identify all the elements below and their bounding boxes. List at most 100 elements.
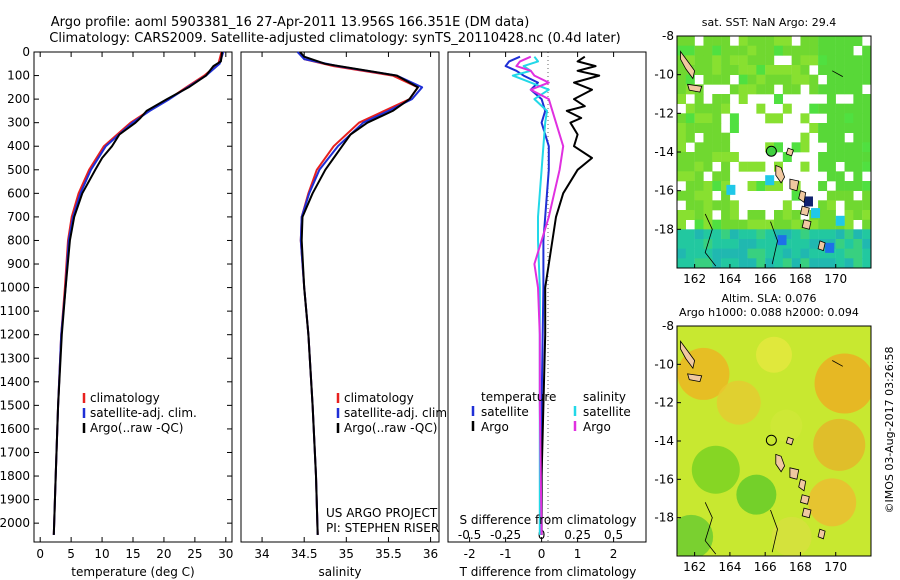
sst-cell: [703, 65, 713, 75]
sst-cell: [818, 200, 828, 211]
sst-map-panel: sat. SST: NaN Argo: 29.4 162 164 166 168 170…: [654, 16, 872, 286]
map-x-tick-label: 170: [824, 560, 847, 574]
y-tick-label: 800: [7, 233, 30, 247]
sst-cell: [694, 142, 704, 153]
sst-cell: [738, 161, 748, 172]
island: [680, 340, 696, 370]
sst-cell: [765, 229, 775, 240]
sst-cell: [774, 181, 783, 191]
argo-float-marker: [765, 145, 777, 157]
sst-cell: [721, 132, 731, 143]
sst-cell: [677, 113, 686, 124]
sst-cell: [853, 239, 863, 249]
sst-cell: [774, 36, 783, 46]
sst-cell: [853, 65, 863, 75]
sst-cell: [677, 239, 686, 249]
sst-cell: [685, 132, 695, 143]
island: [798, 190, 807, 204]
sst-cell: [747, 84, 757, 95]
legend-label-t-satellite: satellite: [481, 405, 529, 419]
sla-blob: [691, 445, 740, 494]
sst-cell: [782, 45, 792, 56]
sst-cell: [774, 219, 783, 230]
sst-cell: [791, 239, 801, 249]
temperature-legend: climatology satellite-adj. clim. Argo(..…: [82, 391, 197, 435]
sst-cell: [844, 113, 854, 124]
sst-cell: [694, 229, 704, 240]
sst-cell: [853, 258, 863, 268]
sla-blob: [808, 478, 857, 527]
y-tick-label: 1800: [0, 469, 30, 483]
y-tick-label: 1500: [0, 398, 30, 412]
sst-cell: [800, 74, 810, 85]
y-tick-label: 300: [7, 116, 30, 130]
sst-cell: [747, 210, 757, 220]
sst-cell: [677, 210, 686, 220]
sst-cell: [811, 208, 821, 219]
difference-panel: -2 -1 0 1 2 -0.5 -0.25 0 0.25 0.5 temperature sa…: [447, 51, 647, 579]
s-tick-label: -0.25: [490, 528, 521, 542]
sst-cell: [835, 103, 845, 114]
sla-blob: [814, 353, 871, 414]
sst-cell: [747, 181, 757, 191]
sst-cell: [826, 200, 836, 211]
sst-cell: [677, 219, 686, 230]
sst-cell: [765, 175, 775, 186]
sst-cell: [774, 210, 783, 220]
y-tick-label: 1300: [0, 351, 30, 365]
sla-blob: [770, 409, 803, 442]
sst-cell: [835, 190, 845, 201]
sst-cell: [818, 161, 828, 172]
series-line-t-satellite: [504, 55, 550, 535]
sst-cell: [703, 45, 713, 56]
sst-cell: [862, 152, 871, 162]
reef-contour: [832, 360, 843, 367]
sst-cell: [853, 200, 863, 211]
map-x-tick-label: 170: [824, 272, 847, 286]
sst-cell: [782, 36, 792, 46]
sst-cell: [826, 123, 836, 133]
y-tick-label: 400: [7, 139, 30, 153]
y-tick-label: 2000: [0, 516, 30, 530]
sst-cell: [826, 132, 836, 143]
sst-cell: [835, 65, 845, 75]
y-tick-label: 100: [7, 69, 30, 83]
island: [785, 147, 794, 157]
sst-cell: [862, 219, 871, 230]
sst-cell: [818, 36, 828, 46]
sst-cell: [862, 181, 871, 191]
sst-cell: [726, 184, 736, 195]
sst-cell: [738, 84, 748, 95]
sst-cell: [694, 258, 704, 268]
x-tick-label: 36: [423, 547, 438, 561]
sst-cell: [756, 239, 766, 249]
sst-cell: [712, 248, 722, 259]
sst-cell: [774, 113, 783, 124]
sst-cell: [756, 210, 766, 220]
legend-label-climatology: climatology: [90, 391, 160, 405]
sst-cell: [703, 229, 713, 240]
sst-cell: [694, 161, 704, 172]
x-tick-label: 0: [538, 547, 546, 561]
sst-cell: [729, 65, 739, 75]
sst-cell: [729, 123, 739, 133]
x-tick-label: 15: [125, 547, 140, 561]
sst-cell: [844, 181, 854, 191]
sst-cell: [774, 258, 783, 268]
difference-legend: temperature salinity satellite Argo sate…: [471, 390, 631, 434]
sst-cell: [862, 200, 871, 211]
pi-credit: PI: STEPHEN RISER: [326, 521, 439, 535]
island: [775, 453, 786, 473]
sst-cell: [844, 210, 854, 220]
map-y-tick-label: -8: [662, 29, 674, 43]
map-y-tick-label: -14: [654, 434, 674, 448]
sst-cell: [818, 65, 828, 75]
island: [789, 178, 800, 192]
sst-cell: [712, 181, 722, 191]
sst-cell: [782, 248, 792, 259]
sst-cell: [809, 36, 819, 46]
sst-cell: [721, 248, 731, 259]
sla-blob: [813, 418, 866, 471]
sst-cell: [685, 229, 695, 240]
